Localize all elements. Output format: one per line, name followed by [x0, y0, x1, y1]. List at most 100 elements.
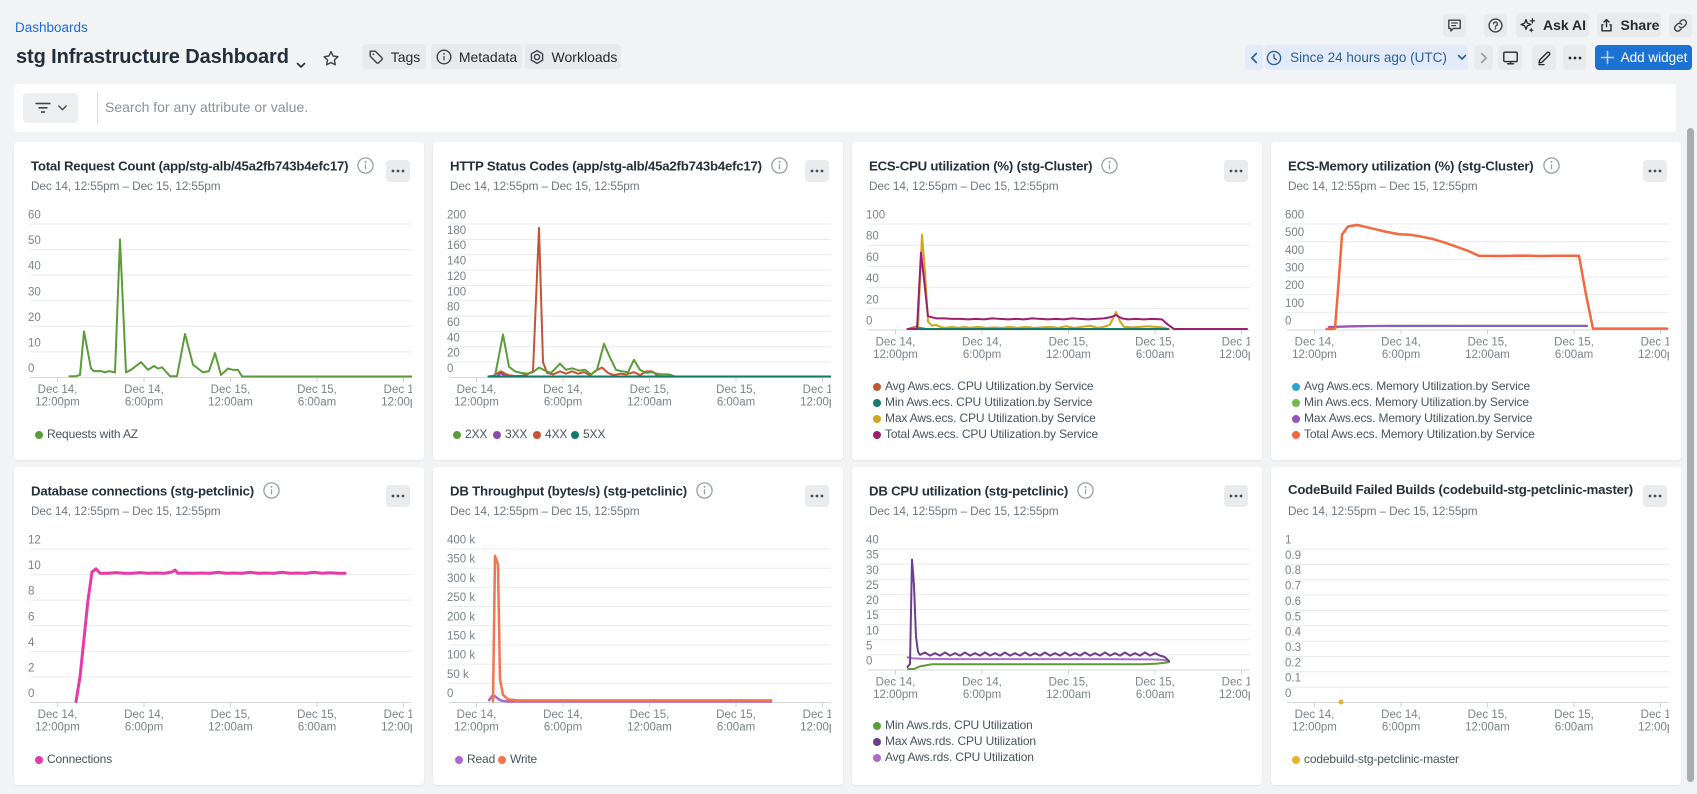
svg-text:Dec 15,: Dec 15, — [1222, 677, 1250, 689]
svg-text:60: 60 — [866, 252, 879, 264]
svg-text:100 k: 100 k — [447, 650, 475, 662]
svg-text:12:00pm: 12:00pm — [873, 349, 918, 361]
svg-text:80: 80 — [447, 302, 460, 314]
svg-text:0: 0 — [866, 316, 872, 328]
svg-text:1: 1 — [1285, 535, 1291, 547]
svg-text:Dec 15,: Dec 15, — [1049, 677, 1089, 689]
svg-text:Dec 15,: Dec 15, — [1468, 709, 1508, 721]
svg-text:6:00am: 6:00am — [1136, 689, 1174, 701]
svg-text:12:00pm: 12:00pm — [1292, 722, 1337, 734]
svg-text:100: 100 — [1285, 298, 1304, 310]
svg-text:12: 12 — [28, 535, 41, 547]
svg-text:Dec 15,: Dec 15, — [1468, 337, 1508, 349]
svg-text:12:00pm: 12:00pm — [1292, 349, 1337, 361]
svg-text:Dec 14,: Dec 14, — [1295, 337, 1335, 349]
svg-text:Dec 14,: Dec 14, — [876, 677, 916, 689]
svg-text:0: 0 — [28, 688, 34, 700]
svg-text:12:00am: 12:00am — [1046, 689, 1091, 701]
svg-text:6:00pm: 6:00pm — [1382, 722, 1420, 734]
svg-text:12:00am: 12:00am — [627, 722, 672, 734]
svg-text:6: 6 — [28, 611, 34, 623]
svg-text:0: 0 — [866, 656, 872, 668]
svg-text:15: 15 — [866, 610, 879, 622]
svg-text:6:00pm: 6:00pm — [1382, 349, 1420, 361]
svg-text:200: 200 — [447, 210, 466, 222]
svg-text:0.1: 0.1 — [1285, 673, 1301, 685]
svg-text:12:00pm: 12:00pm — [800, 722, 831, 734]
svg-text:400 k: 400 k — [447, 535, 475, 547]
svg-text:50: 50 — [28, 235, 41, 247]
svg-text:0.7: 0.7 — [1285, 581, 1301, 593]
svg-text:12:00pm: 12:00pm — [1219, 689, 1250, 701]
svg-text:40: 40 — [447, 332, 460, 344]
svg-text:0.2: 0.2 — [1285, 657, 1301, 669]
svg-text:12:00pm: 12:00pm — [454, 397, 499, 409]
svg-text:12:00am: 12:00am — [1465, 722, 1510, 734]
svg-text:4: 4 — [28, 637, 35, 649]
svg-text:40: 40 — [866, 273, 879, 285]
svg-text:20: 20 — [28, 312, 41, 324]
svg-text:200 k: 200 k — [447, 611, 475, 623]
svg-text:80: 80 — [866, 231, 879, 243]
svg-text:6:00am: 6:00am — [298, 397, 336, 409]
svg-text:50 k: 50 k — [447, 669, 469, 681]
svg-text:60: 60 — [28, 210, 41, 222]
svg-text:12:00pm: 12:00pm — [1638, 349, 1669, 361]
svg-text:Dec 15,: Dec 15, — [297, 384, 337, 396]
svg-text:0.3: 0.3 — [1285, 642, 1301, 654]
svg-text:Dec 15,: Dec 15, — [297, 709, 337, 721]
svg-text:0.8: 0.8 — [1285, 565, 1301, 577]
svg-text:Dec 14,: Dec 14, — [1381, 709, 1421, 721]
svg-text:0: 0 — [1285, 688, 1291, 700]
svg-text:Dec 15,: Dec 15, — [384, 709, 412, 721]
svg-text:10: 10 — [28, 337, 41, 349]
svg-text:300: 300 — [1285, 263, 1304, 275]
svg-text:12:00pm: 12:00pm — [1219, 349, 1250, 361]
svg-text:0.5: 0.5 — [1285, 611, 1301, 623]
svg-text:600: 600 — [1285, 210, 1304, 222]
svg-text:0.4: 0.4 — [1285, 627, 1302, 639]
svg-text:120: 120 — [447, 271, 466, 283]
svg-text:20: 20 — [866, 294, 879, 306]
svg-text:Dec 14,: Dec 14, — [962, 337, 1002, 349]
svg-text:12:00pm: 12:00pm — [35, 397, 80, 409]
svg-text:20: 20 — [866, 595, 879, 607]
svg-text:180: 180 — [447, 225, 466, 237]
svg-text:Dec 15,: Dec 15, — [1135, 677, 1175, 689]
svg-text:Dec 15,: Dec 15, — [630, 709, 670, 721]
svg-text:12:00pm: 12:00pm — [381, 722, 412, 734]
svg-text:2: 2 — [28, 662, 34, 674]
svg-text:Dec 14,: Dec 14, — [38, 709, 78, 721]
svg-text:Dec 14,: Dec 14, — [1381, 337, 1421, 349]
svg-text:200: 200 — [1285, 280, 1304, 292]
svg-text:Dec 15,: Dec 15, — [630, 384, 670, 396]
svg-text:30: 30 — [28, 286, 41, 298]
svg-text:12:00am: 12:00am — [1046, 349, 1091, 361]
svg-text:12:00am: 12:00am — [208, 722, 253, 734]
svg-text:Dec 14,: Dec 14, — [124, 384, 164, 396]
svg-text:Dec 15,: Dec 15, — [1641, 709, 1669, 721]
svg-text:60: 60 — [447, 317, 460, 329]
svg-text:6:00am: 6:00am — [1555, 722, 1593, 734]
svg-text:6:00pm: 6:00pm — [125, 722, 163, 734]
svg-text:150 k: 150 k — [447, 630, 475, 642]
svg-text:6:00pm: 6:00pm — [963, 689, 1001, 701]
svg-text:6:00am: 6:00am — [1136, 349, 1174, 361]
svg-text:5: 5 — [866, 640, 872, 652]
svg-text:Dec 14,: Dec 14, — [962, 677, 1002, 689]
svg-text:Dec 15,: Dec 15, — [716, 384, 756, 396]
svg-text:10: 10 — [28, 560, 41, 572]
svg-text:400: 400 — [1285, 245, 1304, 257]
svg-text:Dec 15,: Dec 15, — [1554, 337, 1594, 349]
svg-text:Dec 15,: Dec 15, — [1049, 337, 1089, 349]
svg-text:30: 30 — [866, 565, 879, 577]
svg-text:12:00am: 12:00am — [627, 397, 672, 409]
svg-text:0: 0 — [1285, 316, 1291, 328]
svg-text:12:00am: 12:00am — [1465, 349, 1510, 361]
svg-text:12:00pm: 12:00pm — [873, 689, 918, 701]
svg-text:12:00pm: 12:00pm — [35, 722, 80, 734]
svg-text:0: 0 — [447, 363, 453, 375]
svg-text:500: 500 — [1285, 227, 1304, 239]
svg-text:140: 140 — [447, 256, 466, 268]
svg-text:6:00am: 6:00am — [717, 722, 755, 734]
